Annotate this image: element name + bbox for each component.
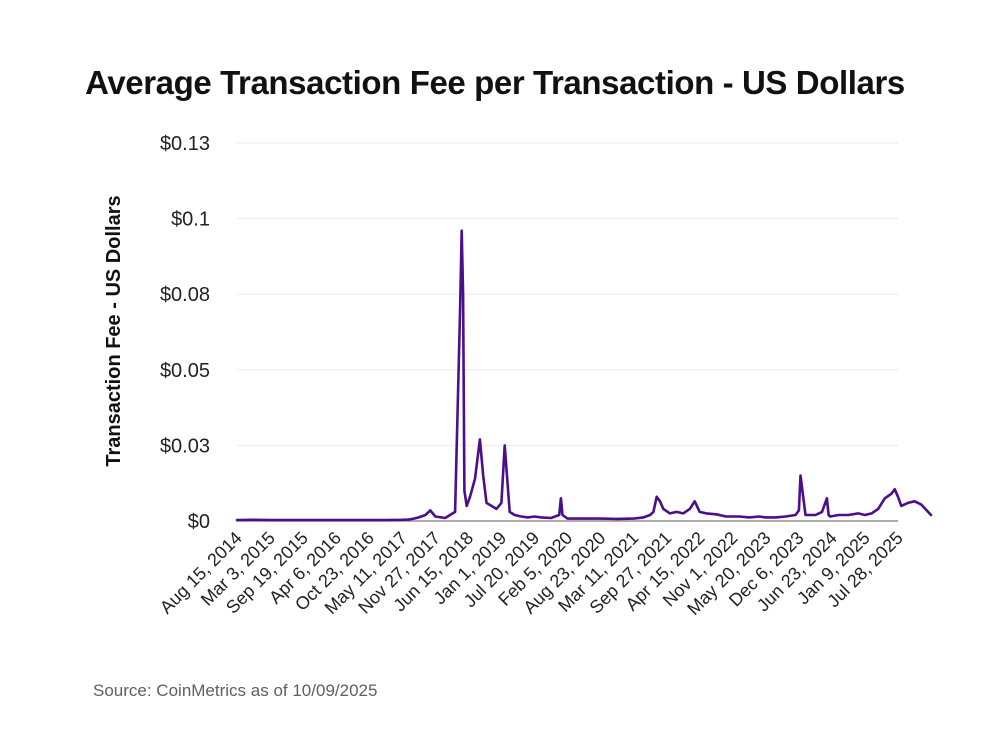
series-layer xyxy=(235,229,933,522)
y-tick-label: $0.03 xyxy=(160,435,210,457)
chart-title: Average Transaction Fee per Transaction … xyxy=(85,64,905,101)
y-axis-label: Transaction Fee - US Dollars xyxy=(103,195,125,466)
y-tick-label: $0 xyxy=(188,511,210,533)
series-line-0 xyxy=(235,229,933,522)
y-axis-ticks: $0 $0.03 $0.05 $0.08 $0.1 $0.13 xyxy=(160,133,210,533)
y-tick-label: $0.13 xyxy=(160,133,210,155)
source-note: Source: CoinMetrics as of 10/09/2025 xyxy=(93,681,378,700)
y-tick-label: $0.05 xyxy=(160,360,210,382)
y-tick-label: $0.1 xyxy=(171,209,210,231)
y-tick-label: $0.08 xyxy=(160,284,210,306)
gridlines xyxy=(237,142,898,446)
